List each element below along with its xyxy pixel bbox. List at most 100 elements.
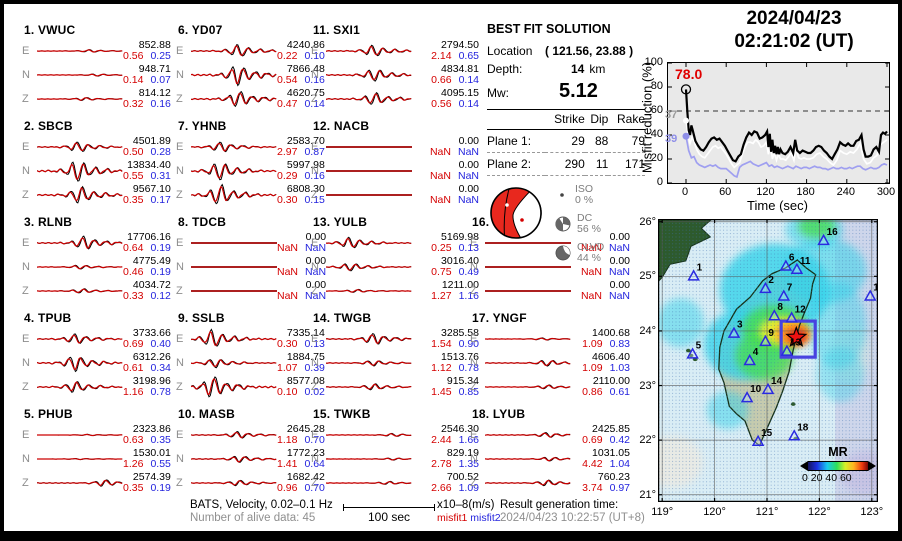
waveform-trace-icon <box>37 479 123 487</box>
channel-row-e: E 852.88 0.56 0.25 <box>22 39 171 63</box>
component-label: Z <box>22 477 29 489</box>
amplitude-value: 5997.98 <box>286 159 325 171</box>
channel-row-z: Z 2110.00 0.86 0.61 <box>470 375 630 399</box>
station-title: 9. SSLB <box>178 311 225 325</box>
channel-row-z: Z 4620.75 0.47 0.14 <box>176 87 325 111</box>
misfit2-value: 0.13 <box>458 242 479 254</box>
component-label: Z <box>176 477 183 489</box>
channel-row-n: N 4606.40 1.09 1.03 <box>470 351 630 375</box>
component-label: E <box>22 237 30 249</box>
component-label: E <box>311 45 319 57</box>
scalebar-label: 100 sec <box>367 510 411 524</box>
station-marker-icon-1 <box>687 269 700 281</box>
misfit1-value: NaN <box>580 242 602 254</box>
station-number-label: 10 <box>750 384 762 395</box>
component-label: N <box>176 69 184 81</box>
waveform-trace-icon <box>485 290 571 292</box>
waveform-trace-icon <box>326 170 412 172</box>
component-label: N <box>176 357 184 369</box>
misfit-plot-area: 78.0 37 39 <box>665 62 890 184</box>
component-label: Z <box>311 381 318 393</box>
misfit1-value: 0.29 <box>277 170 298 182</box>
misfit2-value: 0.78 <box>458 362 479 374</box>
mr-colorbar: MR 0 20 40 60 <box>800 445 876 484</box>
channel-values: 2546.30 2.44 1.66 <box>412 424 479 446</box>
misfit2-value: 0.42 <box>609 434 630 446</box>
component-label: Z <box>176 285 183 297</box>
misfit-values: 2.97 0.87 <box>277 147 325 158</box>
amplitude-value: 700.52 <box>446 471 479 483</box>
component-label: N <box>176 165 184 177</box>
col-rake: Rake <box>608 109 645 130</box>
waveform-trace-icon <box>37 264 123 270</box>
alive-data-count: Number of alive data: 45 <box>190 512 316 524</box>
mw-value: 5.12 <box>559 80 598 102</box>
misfit-values: 0.75 0.49 <box>412 267 479 278</box>
misfit1-value: NaN <box>429 146 451 158</box>
waveform-trace-icon <box>191 431 277 439</box>
misfit1-value: 1.09 <box>582 338 603 350</box>
waveform-trace-icon <box>326 236 412 249</box>
channel-row-e: E 2425.85 0.69 0.42 <box>470 423 630 447</box>
channel-row-e: E 0.00 NaN NaN <box>470 231 630 255</box>
station-marker-icon-7 <box>777 289 791 301</box>
channel-values: 2645.28 1.18 0.70 <box>277 424 325 446</box>
amplitude-value: 2546.30 <box>441 423 479 435</box>
clvd-pct: 44 % <box>577 252 601 264</box>
misfit-values: 0.86 0.61 <box>571 387 630 398</box>
channel-row-n: N 1884.75 1.07 0.39 <box>176 351 325 375</box>
component-label: Z <box>470 477 477 489</box>
amplitude-value: 4501.89 <box>132 135 171 147</box>
component-label: E <box>311 429 319 441</box>
channel-values: 0.00 NaN NaN <box>412 136 479 158</box>
component-label: Z <box>22 285 29 297</box>
event-time: 02:21:02 (UT) <box>734 31 854 52</box>
waveform-trace-icon <box>326 91 412 105</box>
misfit-values: 0.69 0.42 <box>571 435 630 446</box>
station-marker-icon-5 <box>686 347 699 359</box>
misfit1-value: NaN <box>277 290 299 302</box>
misfit-values: 3.74 0.97 <box>571 483 630 494</box>
misfit-values: 0.66 0.14 <box>412 75 479 86</box>
channel-row-e: E 3285.58 1.54 0.90 <box>311 327 479 351</box>
station-marker-icon-8 <box>768 309 781 321</box>
station-block-sxi1: 11. SXI1 E 2794.50 2.14 0.65 N 4834.81 0.66 0.14… <box>311 16 479 112</box>
misfit-values: 1.09 1.03 <box>571 363 630 374</box>
waveform-trace-icon <box>326 457 412 461</box>
misfit-values: 0.46 0.19 <box>123 267 171 278</box>
amplitude-value: 2323.86 <box>132 423 171 435</box>
waveform-trace-icon <box>485 456 571 462</box>
misfit1-value: 0.30 <box>277 194 298 206</box>
station-number-label: 17 <box>873 283 878 294</box>
amplitude-value: 2574.39 <box>132 471 171 483</box>
waveform-trace-icon <box>326 432 412 437</box>
depth-value: 14 <box>571 62 585 76</box>
misfit1-value: 1.26 <box>123 458 144 470</box>
channel-row-n: N 5997.98 0.29 0.16 <box>176 159 325 183</box>
waveform-trace-icon <box>485 359 571 367</box>
waveform-trace-icon <box>37 333 123 345</box>
amplitude-value: 0.00 <box>609 255 630 267</box>
channel-row-n: N 1031.05 4.42 1.04 <box>470 447 630 471</box>
misfit-values: 0.61 0.34 <box>123 363 171 374</box>
amplitude-value: 1530.01 <box>132 447 171 459</box>
misfit1-value: 0.30 <box>277 338 298 350</box>
colorbar-tick-labels: 0 20 40 60 <box>802 472 852 484</box>
channel-values: 9567.10 0.35 0.17 <box>123 184 171 206</box>
channel-values: 0.00 NaN NaN <box>412 184 479 206</box>
gray-start-label: 37 <box>665 109 678 121</box>
channel-values: 852.88 0.56 0.25 <box>123 40 171 62</box>
misfit2-value: 0.83 <box>609 338 630 350</box>
station-map: 123456789101112131415161718MR0 20 40 60 … <box>639 214 902 530</box>
col-strike: Strike <box>544 109 585 130</box>
amplitude-value: 1772.23 <box>286 447 325 459</box>
waveform-trace-icon <box>191 91 277 108</box>
depth-unit: km <box>589 62 606 76</box>
focal-mechanism-beachball-icon <box>490 187 542 239</box>
misfit1-value: 0.56 <box>431 98 452 110</box>
channel-values: 4620.75 0.47 0.14 <box>277 88 325 110</box>
amplitude-value: 6312.26 <box>132 351 171 363</box>
channel-values: 6808.30 0.30 0.15 <box>277 184 325 206</box>
channel-row-n: N 0.00 NaN NaN <box>311 159 479 183</box>
channel-row-z: Z 0.00 NaN NaN <box>176 279 326 303</box>
